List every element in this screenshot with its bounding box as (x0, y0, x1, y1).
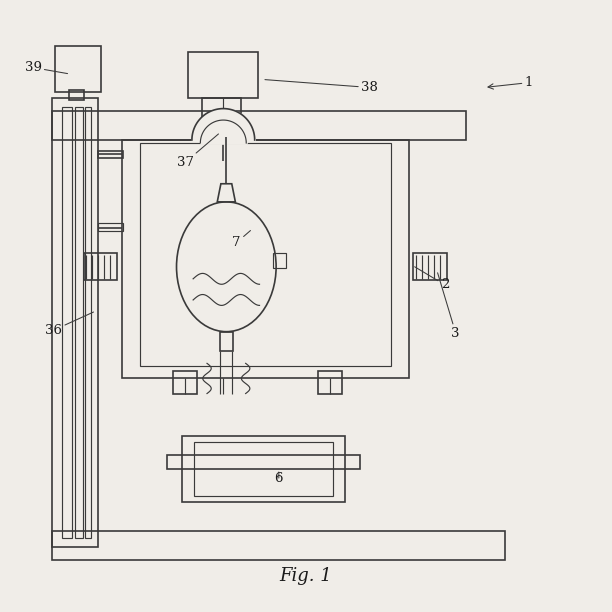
Bar (62, 106, 72, 539)
Text: 36: 36 (45, 312, 94, 337)
Bar (195, 442, 333, 496)
Bar (53, 98, 98, 548)
Text: 2: 2 (415, 267, 449, 291)
Bar (220, 332, 233, 351)
Text: 6: 6 (275, 471, 283, 485)
Text: 37: 37 (177, 134, 218, 169)
Bar (188, 53, 258, 98)
Bar (84, 253, 117, 280)
Ellipse shape (176, 202, 276, 332)
Bar (56, 47, 101, 92)
Bar (69, 91, 84, 100)
Bar (173, 371, 197, 394)
Bar (202, 98, 241, 140)
Polygon shape (217, 184, 236, 202)
Text: 7: 7 (233, 231, 250, 249)
Text: 3: 3 (438, 273, 460, 340)
Bar (75, 106, 83, 539)
Bar (122, 140, 409, 378)
Text: Fig. 1: Fig. 1 (280, 567, 332, 586)
Bar (140, 143, 390, 367)
Bar (182, 436, 345, 502)
Bar (53, 531, 506, 559)
Text: 38: 38 (265, 80, 378, 94)
Bar (414, 253, 447, 280)
Bar (98, 223, 123, 231)
Bar (273, 253, 286, 268)
Bar (167, 455, 360, 469)
Text: 39: 39 (24, 61, 67, 74)
Text: 1: 1 (488, 76, 533, 89)
Bar (85, 106, 91, 539)
Bar (53, 111, 466, 140)
Bar (98, 151, 123, 158)
Bar (318, 371, 342, 394)
